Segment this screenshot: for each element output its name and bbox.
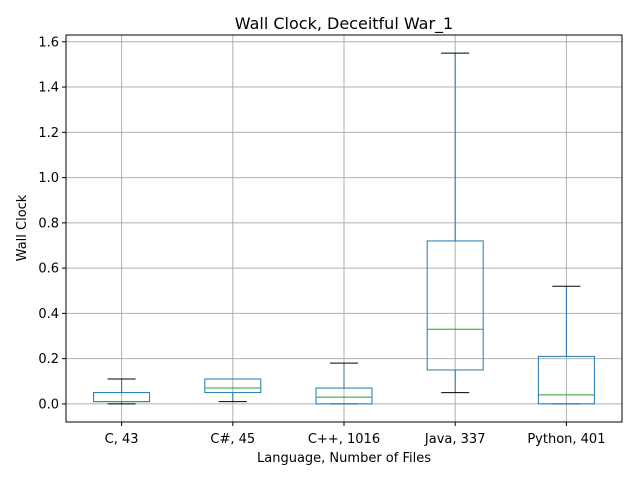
iqr-box	[315, 387, 373, 405]
x-tick-label: Python, 401	[527, 432, 605, 447]
x-axis: C, 43 C#, 45 C++, 1016 Java, 337 Python, 401	[105, 422, 605, 447]
y-axis-label: Wall Clock	[15, 194, 30, 261]
iqr-box	[426, 240, 484, 371]
y-tick-label: 1.0	[38, 171, 59, 186]
y-tick-label: 1.2	[38, 126, 59, 141]
box-1	[204, 378, 262, 403]
y-tick-label: 0.6	[38, 262, 59, 277]
y-tick-label: 0.8	[38, 216, 59, 231]
box-3	[426, 52, 484, 394]
box-2	[315, 362, 373, 405]
y-tick-label: 1.6	[38, 35, 59, 50]
x-tick-label: C++, 1016	[308, 432, 380, 447]
box-4	[537, 285, 595, 405]
y-axis: 0.0 0.2 0.4 0.6 0.8 1.0 1.2 1.4 1.6	[38, 35, 66, 412]
x-tick-label: C#, 45	[210, 432, 255, 447]
box-0	[93, 378, 151, 405]
y-tick-label: 0.2	[38, 352, 59, 367]
y-tick-label: 0.4	[38, 307, 59, 322]
iqr-box	[204, 378, 262, 394]
x-tick-label: C, 43	[105, 432, 139, 447]
y-tick-label: 0.0	[38, 397, 59, 412]
box-series	[93, 52, 595, 405]
x-tick-label: Java, 337	[424, 432, 486, 447]
y-tick-label: 1.4	[38, 81, 59, 96]
x-axis-label: Language, Number of Files	[257, 451, 431, 466]
iqr-box	[537, 355, 595, 405]
chart-title: Wall Clock, Deceitful War_1	[235, 14, 453, 34]
